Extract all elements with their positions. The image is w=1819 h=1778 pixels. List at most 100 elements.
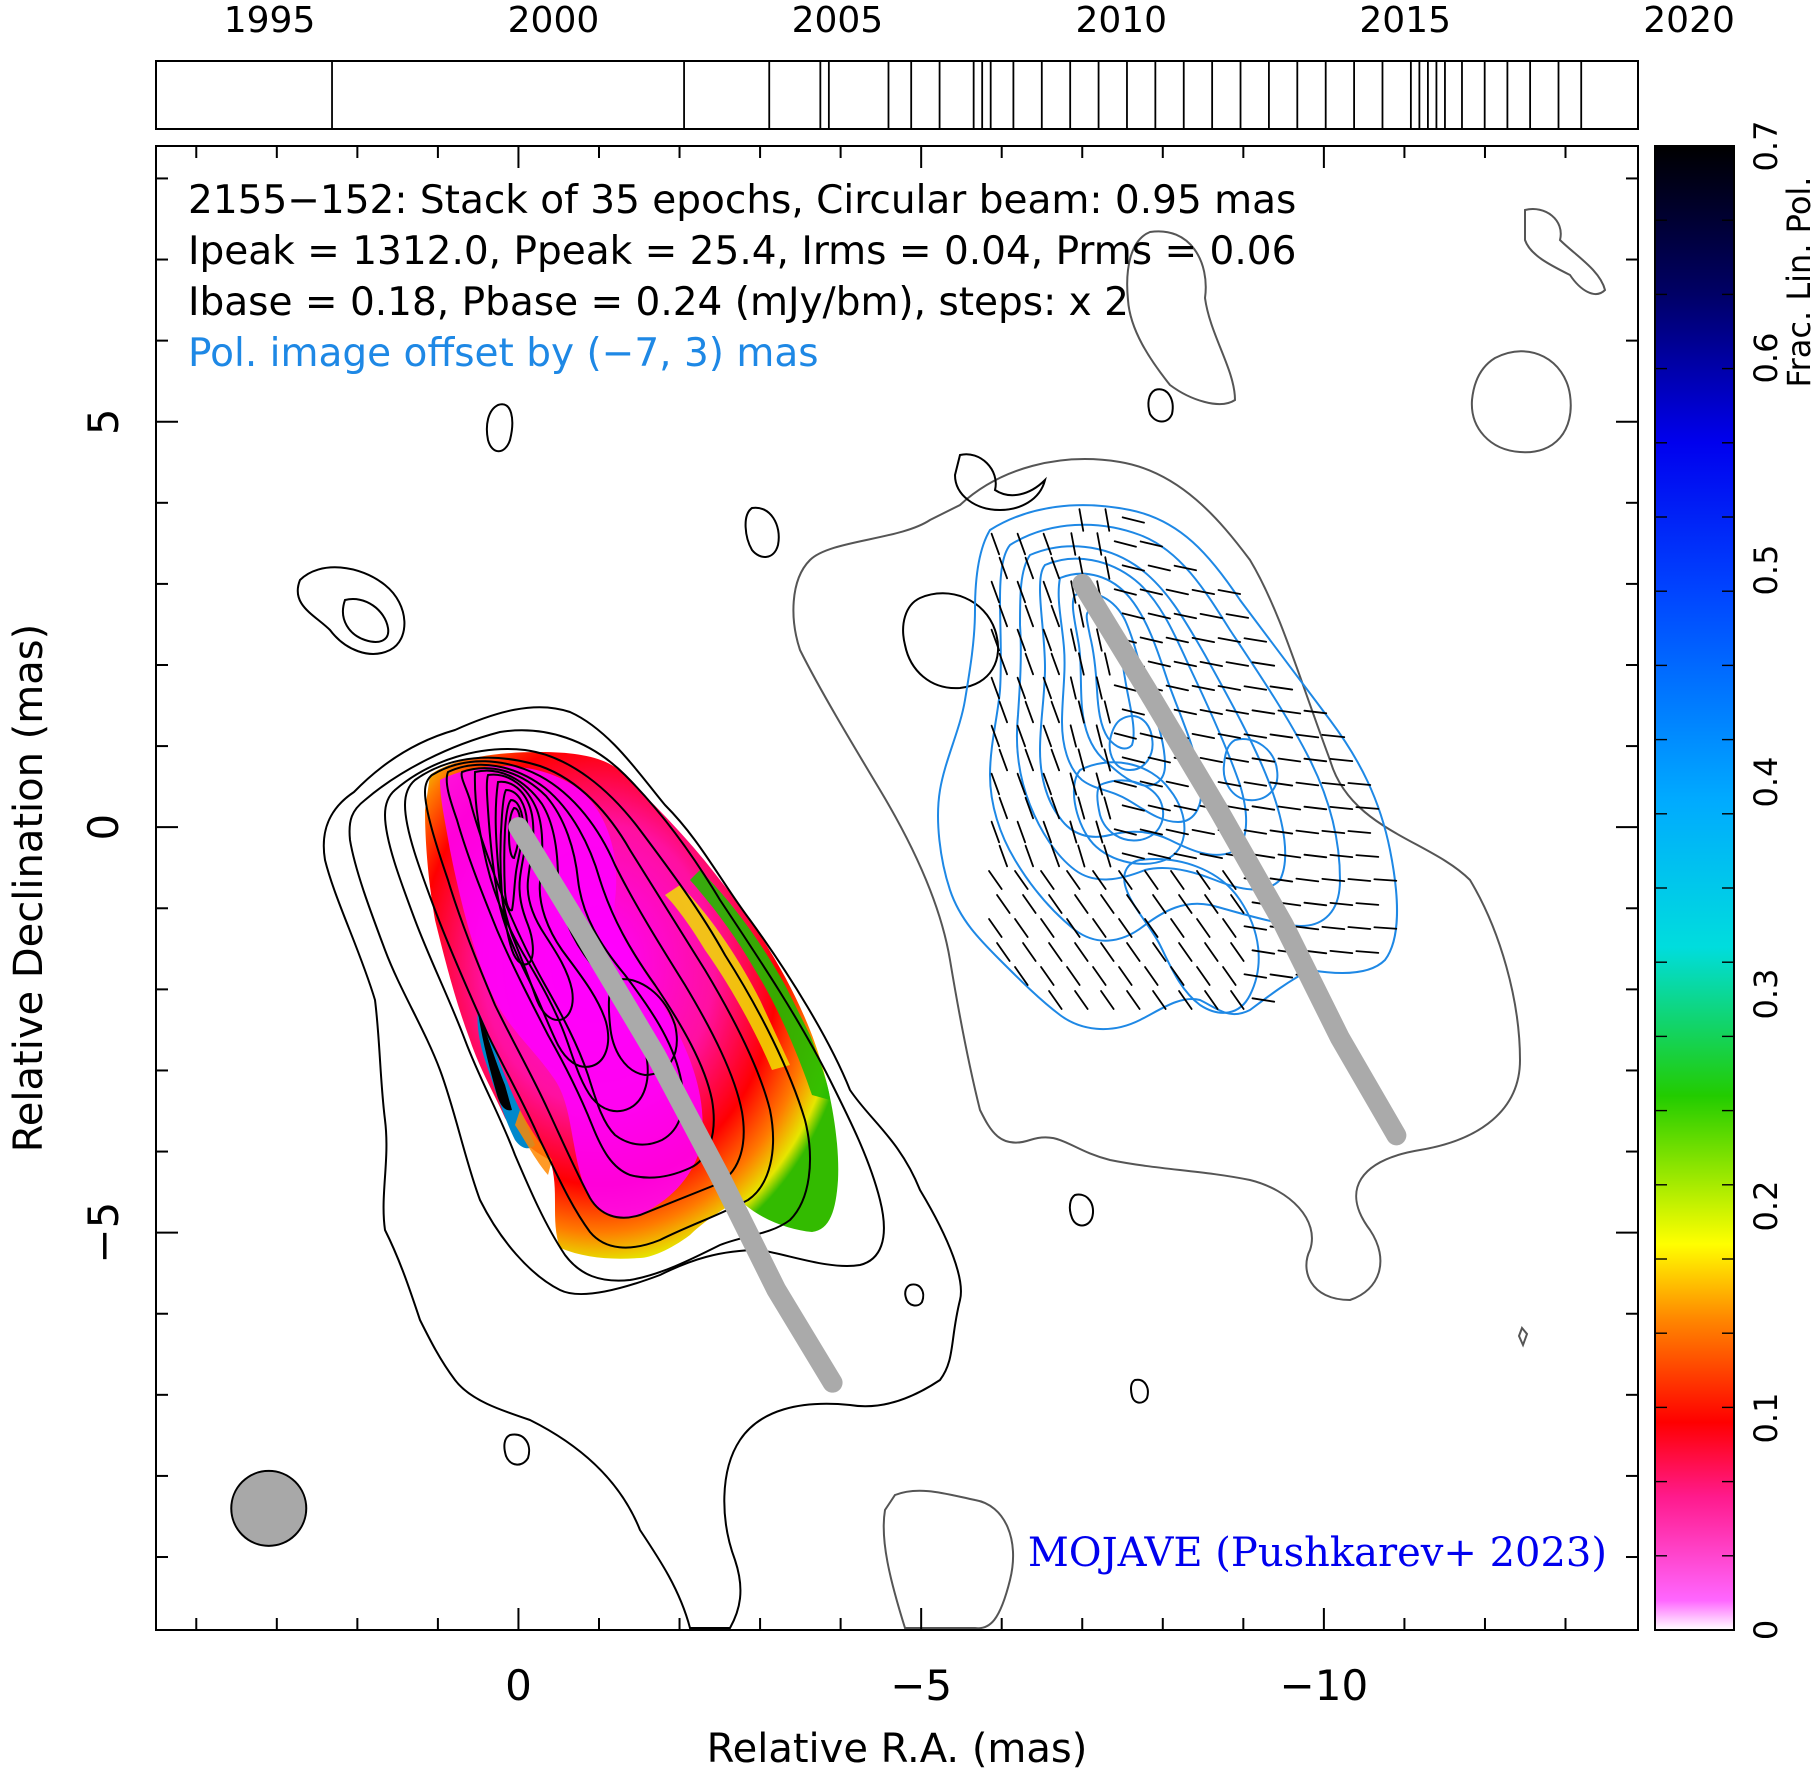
intensity-contour-6: [445, 763, 715, 1179]
evpa-tick: [1355, 950, 1380, 954]
evpa-tick: [1347, 926, 1372, 930]
total-intensity-contours: [296, 388, 1174, 1629]
evpa-tick: [1204, 990, 1219, 1010]
evpa-tick: [1040, 966, 1055, 986]
evpa-tick: [1042, 532, 1052, 556]
evpa-tick: [1069, 772, 1078, 796]
x-tick-label: −5: [890, 1661, 952, 1710]
evpa-tick: [1139, 828, 1163, 836]
evpa-tick: [1016, 676, 1026, 700]
axis-ticks: [156, 146, 1638, 1630]
evpa-tick: [1170, 966, 1185, 986]
evpa-tick: [1217, 685, 1242, 691]
evpa-tick: [1121, 852, 1145, 860]
evpa-tick: [1329, 901, 1354, 907]
evpa-tick: [1016, 820, 1026, 844]
evpa-tick: [1152, 894, 1167, 914]
evpa-tick: [1321, 877, 1346, 883]
evpa-tick: [1199, 613, 1224, 619]
evpa-tick: [1022, 894, 1037, 914]
evpa-tick: [1217, 637, 1242, 643]
x-tick-label: 0: [505, 1661, 532, 1710]
evpa-tick: [1024, 604, 1034, 628]
evpa-tick: [1243, 685, 1268, 691]
evpa-tick: [1347, 878, 1372, 882]
offset-blob-top-right: [1470, 350, 1572, 454]
evpa-tick: [1121, 516, 1145, 524]
evpa-tick: [1113, 684, 1137, 692]
evpa-tick: [996, 942, 1011, 962]
evpa-tick: [1204, 942, 1219, 962]
evpa-tick: [1048, 990, 1063, 1010]
evpa-tick: [1173, 804, 1197, 812]
evpa-tick: [1165, 684, 1189, 692]
evpa-tick: [1121, 756, 1145, 764]
pol-contour-3: [1015, 545, 1287, 891]
evpa-tick: [1196, 918, 1211, 938]
evpa-tick: [990, 628, 1000, 652]
evpa-tick: [1066, 870, 1081, 890]
evpa-tick: [1050, 844, 1060, 868]
evpa-tick: [996, 894, 1011, 914]
evpa-tick: [1329, 805, 1354, 811]
title-line-1: 2155−152: Stack of 35 epochs, Circular b…: [188, 178, 1296, 223]
evpa-tick: [1050, 604, 1060, 628]
intensity-blob-upper-mid: [744, 506, 780, 558]
evpa-tick: [1199, 853, 1224, 859]
evpa-tick: [1126, 990, 1141, 1010]
evpa-tick: [1329, 853, 1354, 859]
evpa-tick: [1243, 637, 1268, 643]
evpa-tick: [1225, 613, 1250, 619]
evpa-tick: [1042, 628, 1052, 652]
evpa-tick: [1139, 588, 1163, 596]
epoch-timeline: 1995 2000 2005 2010 2015 2020: [155, 0, 1735, 130]
evpa-tick: [1165, 780, 1189, 788]
polarization-vector-ticks: [988, 508, 1398, 1010]
evpa-tick: [1042, 580, 1052, 604]
evpa-tick: [1074, 990, 1089, 1010]
colorbar-tick-label: 0.6: [1747, 333, 1785, 384]
pol-contour-5: [1057, 572, 1203, 824]
evpa-tick: [1170, 918, 1185, 938]
evpa-tick: [1178, 894, 1193, 914]
pol-contour-inner-loop: [1108, 715, 1154, 772]
evpa-tick: [1050, 700, 1060, 724]
evpa-tick: [1347, 782, 1372, 786]
evpa-tick: [1113, 780, 1137, 788]
evpa-tick: [1092, 870, 1107, 890]
evpa-tick: [1016, 532, 1026, 556]
evpa-tick: [1196, 966, 1211, 986]
timeline-year-label: 2000: [508, 0, 600, 41]
evpa-tick: [1251, 949, 1276, 955]
intensity-blob-small-1: [503, 1433, 530, 1466]
evpa-tick: [1077, 700, 1085, 724]
evpa-tick: [1347, 830, 1372, 834]
timeline-year-label: 2015: [1359, 0, 1451, 41]
pol-contour-lower-knot-2: [1096, 779, 1165, 842]
evpa-tick: [1113, 540, 1137, 548]
evpa-tick: [1074, 894, 1089, 914]
total-intensity-ridge: [508, 817, 843, 1393]
pol-contour-2: [988, 523, 1342, 942]
evpa-tick: [1178, 990, 1193, 1010]
evpa-tick: [1077, 796, 1086, 820]
evpa-tick: [1243, 973, 1268, 979]
offset-blob-bottom: [882, 1489, 1015, 1630]
fpol-edge-orange: [515, 1110, 552, 1175]
evpa-tick: [1016, 628, 1026, 652]
evpa-tick: [1066, 966, 1081, 986]
evpa-tick: [1050, 748, 1060, 772]
evpa-tick: [1050, 556, 1060, 580]
evpa-tick: [1095, 772, 1104, 796]
evpa-tick: [1014, 966, 1029, 986]
colorbar-tick-label: 0: [1747, 1620, 1785, 1640]
evpa-tick: [1222, 870, 1237, 890]
restoring-beam-ellipse: [230, 1469, 308, 1547]
evpa-tick: [1096, 628, 1103, 652]
evpa-tick: [1077, 844, 1086, 868]
evpa-tick: [1191, 636, 1216, 644]
colorbar-label: Frac. Lin. Pol.: [1780, 177, 1818, 388]
evpa-tick: [1295, 781, 1320, 787]
evpa-tick: [1355, 902, 1380, 906]
